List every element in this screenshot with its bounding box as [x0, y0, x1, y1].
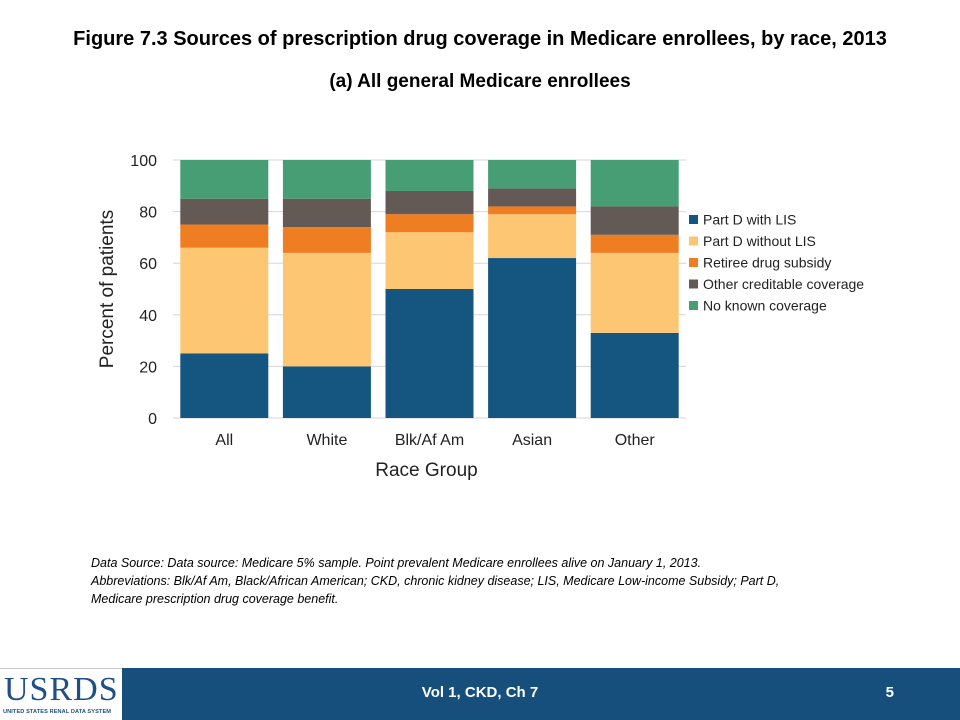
bar-segment-part-d-without-lis — [282, 252, 371, 367]
logo-wordmark: USRDS — [4, 671, 119, 708]
bar-segment-other-creditable-coverage — [180, 198, 269, 225]
stacked-bar-chart: 0 20 40 60 80 100 All White Blk/Af Am Asian Other R… — [97, 153, 864, 481]
y-tick-label: 60 — [139, 256, 157, 273]
bar-segment-no-known-coverage — [282, 160, 371, 199]
bar-segment-no-known-coverage — [488, 160, 577, 189]
legend-label: Other creditable coverage — [703, 276, 864, 292]
x-tick-label: White — [306, 432, 347, 449]
bar-segment-other-creditable-coverage — [590, 206, 679, 235]
usrds-logo: USRDS UNITED STATES RENAL DATA SYSTEM — [0, 668, 122, 720]
bar-segment-part-d-with-lis — [180, 353, 269, 418]
bar-segment-part-d-with-lis — [282, 366, 371, 418]
bar-segment-part-d-without-lis — [590, 252, 679, 333]
bar-segment-other-creditable-coverage — [385, 190, 474, 215]
bar-segment-no-known-coverage — [590, 160, 679, 207]
x-tick-label: Asian — [512, 432, 552, 449]
bar-segment-part-d-without-lis — [385, 232, 474, 289]
bar-segment-retiree-drug-subsidy — [385, 214, 474, 233]
legend-swatch — [689, 215, 698, 224]
legend-label: Part D without LIS — [703, 233, 816, 249]
x-tick-label: Other — [615, 432, 656, 449]
bar-segment-part-d-with-lis — [385, 289, 474, 418]
footer-bar: Vol 1, CKD, Ch 7 5 — [0, 668, 960, 720]
bar-segment-no-known-coverage — [385, 160, 474, 191]
bar-segment-retiree-drug-subsidy — [282, 227, 371, 253]
bar-segment-retiree-drug-subsidy — [180, 224, 269, 248]
bar-segment-retiree-drug-subsidy — [488, 206, 577, 215]
bar-segment-no-known-coverage — [180, 160, 269, 199]
footer-text: Vol 1, CKD, Ch 7 — [421, 684, 539, 701]
legend-swatch — [689, 279, 698, 289]
legend-swatch — [689, 236, 698, 246]
note-line-2: Abbreviations: Blk/Af Am, Black/African … — [91, 574, 780, 588]
page-number: 5 — [885, 684, 894, 701]
bar-segment-part-d-without-lis — [488, 214, 577, 259]
bar-segment-part-d-with-lis — [590, 332, 679, 418]
logo-subtext: UNITED STATES RENAL DATA SYSTEM — [3, 709, 112, 715]
note-line-1: Data Source: Data source: Medicare 5% sa… — [91, 556, 702, 570]
bar-segment-other-creditable-coverage — [282, 198, 371, 228]
legend-label: Retiree drug subsidy — [703, 255, 831, 271]
x-axis-title: Race Group — [375, 460, 477, 481]
bar-segment-retiree-drug-subsidy — [590, 234, 679, 253]
legend-label: No known coverage — [703, 298, 827, 314]
bar-segment-part-d-without-lis — [180, 247, 269, 354]
note-line-3: Medicare prescription drug coverage bene… — [91, 592, 339, 606]
legend-swatch — [689, 258, 698, 267]
y-tick-label: 80 — [139, 205, 157, 222]
figure-title: Figure 7.3 Sources of prescription drug … — [73, 28, 887, 50]
y-tick-label: 100 — [130, 153, 157, 170]
bar-segment-part-d-with-lis — [488, 258, 577, 418]
x-tick-label: All — [215, 432, 233, 449]
y-tick-label: 0 — [148, 411, 157, 428]
legend-swatch — [689, 301, 698, 310]
figure-subtitle: (a) All general Medicare enrollees — [329, 71, 631, 92]
x-tick-label: Blk/Af Am — [395, 432, 464, 449]
legend-label: Part D with LIS — [703, 212, 796, 228]
y-axis-title: Percent of patients — [97, 210, 118, 368]
y-tick-label: 20 — [139, 359, 157, 376]
y-tick-label: 40 — [139, 308, 157, 325]
bar-segment-other-creditable-coverage — [488, 188, 577, 207]
data-source-note: Data Source: Data source: Medicare 5% sa… — [91, 554, 891, 608]
